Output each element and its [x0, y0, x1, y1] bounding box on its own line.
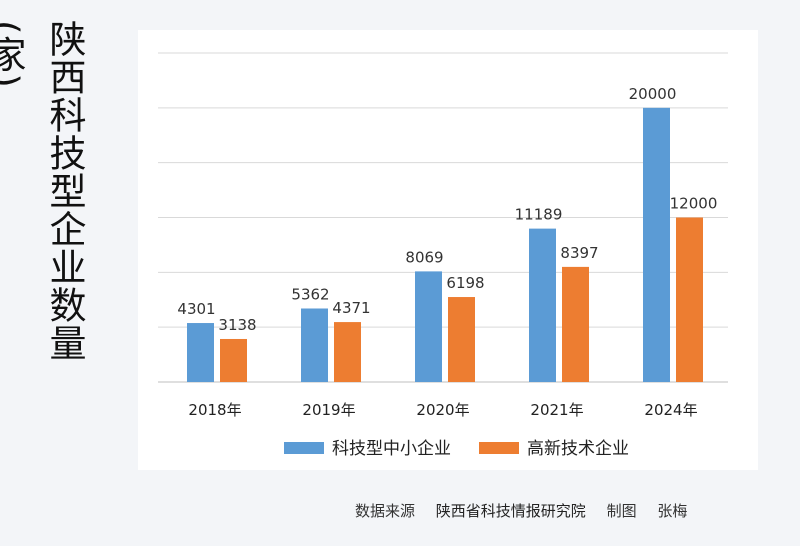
bar-series-2: [676, 217, 703, 382]
source-org: 陕西省科技情报研究院: [435, 502, 586, 520]
bar-series-1: [415, 271, 442, 382]
source-label: 数据来源: [355, 502, 416, 520]
x-tick-label: 2024年: [644, 401, 697, 419]
source-line: 数据来源 陕西省科技情报研究院 制图 张梅: [355, 500, 703, 521]
x-tick-label: 2020年: [416, 401, 469, 419]
data-label: 12000: [670, 195, 718, 213]
data-label: 8397: [560, 244, 598, 262]
bar-series-2: [448, 297, 475, 382]
chart-panel: 4301 3138 2018年 5362 4371 2019年 8069 6198 2020年 1…: [138, 30, 758, 470]
bar-series-1: [529, 228, 556, 382]
bar-series-1: [301, 308, 328, 382]
data-label: 20000: [629, 85, 677, 103]
data-label: 3138: [218, 316, 256, 334]
bar-series-2: [334, 322, 361, 382]
legend-swatch: [284, 442, 324, 454]
made-by-label: 制图: [606, 502, 637, 520]
chart-title: 陕西科技型企业数量(家): [0, 20, 86, 362]
data-label: 5362: [291, 285, 329, 303]
data-label: 11189: [515, 206, 563, 224]
bar-series-1: [643, 107, 670, 382]
data-label: 4371: [332, 299, 370, 317]
legend-label: 高新技术企业: [527, 439, 629, 459]
author: 张梅: [657, 502, 688, 520]
legend-label: 科技型中小企业: [332, 439, 451, 459]
x-tick-label: 2021年: [530, 401, 583, 419]
x-tick-label: 2019年: [302, 401, 355, 419]
data-label: 8069: [405, 248, 443, 266]
x-tick-label: 2018年: [188, 401, 241, 419]
data-label: 4301: [177, 300, 215, 318]
bar-series-2: [220, 338, 247, 382]
bar-series-1: [187, 323, 214, 382]
data-label: 6198: [446, 274, 484, 292]
legend-swatch: [479, 442, 519, 454]
bar-series-2: [562, 266, 589, 382]
